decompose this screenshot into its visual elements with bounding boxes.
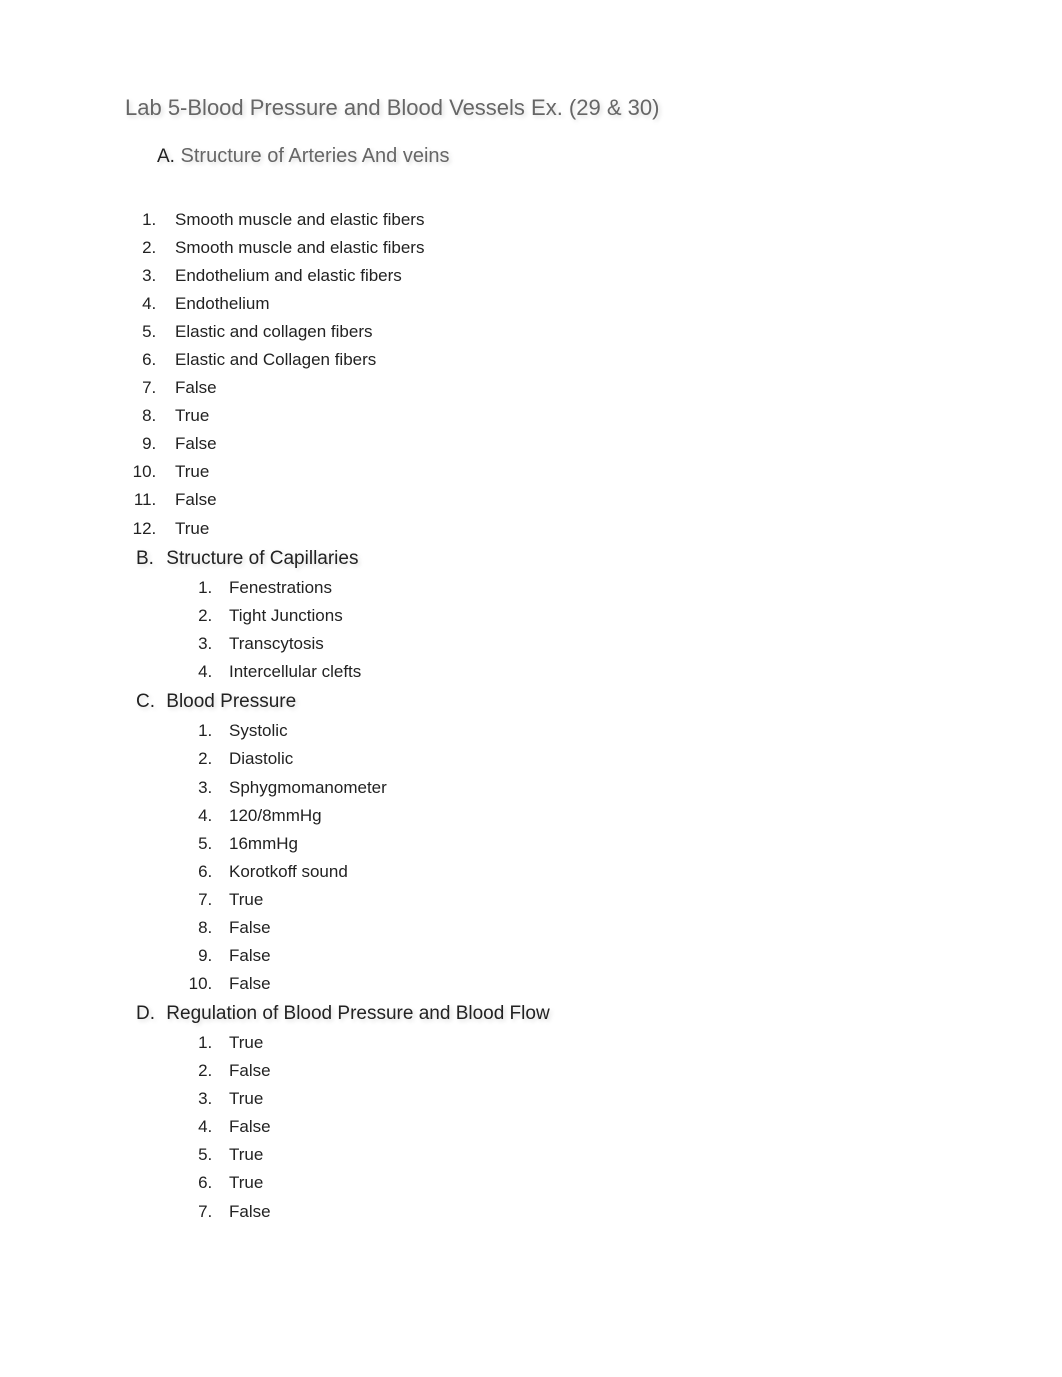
list-item: True	[217, 1141, 937, 1169]
list-item: False	[217, 1057, 937, 1085]
section-a-list: Smooth muscle and elastic fibers Smooth …	[161, 206, 937, 543]
list-item: False	[217, 970, 937, 998]
list-item: Diastolic	[217, 745, 937, 773]
list-item: Elastic and Collagen fibers	[161, 346, 937, 374]
list-item: 120/8mmHg	[217, 802, 937, 830]
section-a-heading: A. Structure of Arteries And veins	[157, 145, 937, 168]
list-item: Korotkoff sound	[217, 858, 937, 886]
section-b-list: Fenestrations Tight Junctions Transcytos…	[217, 574, 937, 686]
page-title: Lab 5-Blood Pressure and Blood Vessels E…	[125, 95, 937, 121]
list-item: 16mmHg	[217, 830, 937, 858]
section-b-letter: B.	[136, 543, 161, 574]
list-item: Smooth muscle and elastic fibers	[161, 234, 937, 262]
list-item: True	[217, 1085, 937, 1113]
section-a-letter: A.	[157, 146, 175, 167]
list-item: Sphygmomanometer	[217, 774, 937, 802]
list-item: True	[161, 515, 937, 543]
section-d-letter: D.	[136, 998, 161, 1029]
list-item: False	[217, 1113, 937, 1141]
section-c-letter: C.	[136, 686, 161, 717]
list-item: Transcytosis	[217, 630, 937, 658]
list-item: Intercellular clefts	[217, 658, 937, 686]
list-item: True	[217, 886, 937, 914]
list-item: Fenestrations	[217, 574, 937, 602]
list-item: True	[217, 1029, 937, 1057]
section-b-heading: B. Structure of Capillaries	[136, 543, 937, 574]
list-item: Elastic and collagen fibers	[161, 318, 937, 346]
section-c-title: Blood Pressure	[166, 691, 296, 712]
list-item: False	[217, 1198, 937, 1226]
list-item: False	[217, 942, 937, 970]
section-d-heading: D. Regulation of Blood Pressure and Bloo…	[136, 998, 937, 1029]
list-item: Endothelium	[161, 290, 937, 318]
section-a-title: Structure of Arteries And veins	[181, 145, 450, 167]
section-b-title: Structure of Capillaries	[166, 548, 358, 569]
list-item: False	[217, 914, 937, 942]
list-item: True	[161, 458, 937, 486]
list-item: Endothelium and elastic fibers	[161, 262, 937, 290]
section-c-list: Systolic Diastolic Sphygmomanometer 120/…	[217, 717, 937, 997]
list-item: False	[161, 374, 937, 402]
list-item: False	[161, 486, 937, 514]
list-item: Systolic	[217, 717, 937, 745]
list-item: True	[217, 1169, 937, 1197]
list-item: False	[161, 430, 937, 458]
section-c-heading: C. Blood Pressure	[136, 686, 937, 717]
section-d-list: True False True False True True False	[217, 1029, 937, 1225]
list-item: True	[161, 402, 937, 430]
list-item: Tight Junctions	[217, 602, 937, 630]
section-d-title: Regulation of Blood Pressure and Blood F…	[166, 1003, 549, 1024]
list-item: Smooth muscle and elastic fibers	[161, 206, 937, 234]
